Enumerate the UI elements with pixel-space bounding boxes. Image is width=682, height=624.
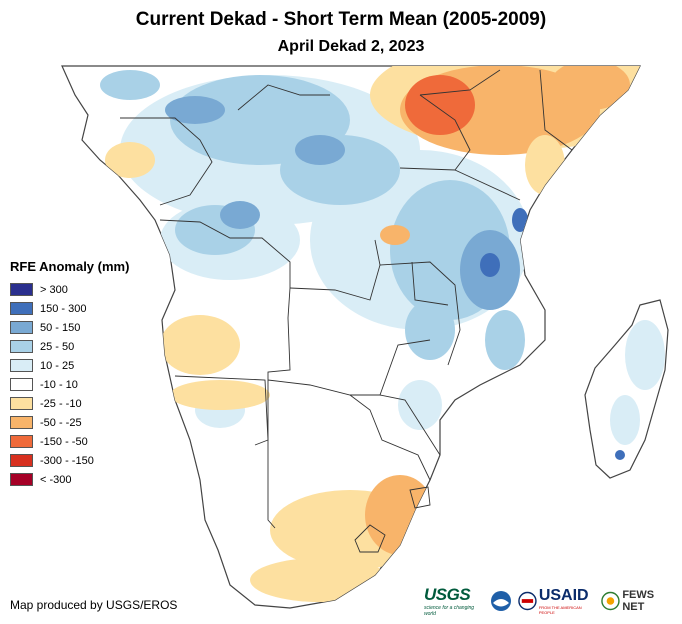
legend-row: -10 - 10 (10, 375, 129, 394)
legend-label: 25 - 50 (40, 340, 75, 353)
anomaly-shading (100, 66, 668, 602)
legend-label: > 300 (40, 283, 68, 296)
map-title: Current Dekad - Short Term Mean (2005-20… (135, 9, 547, 30)
legend-row: 50 - 150 (10, 318, 129, 337)
legend-swatch (10, 283, 33, 296)
legend-row: > 300 (10, 280, 129, 299)
legend-label: -50 - -25 (40, 416, 82, 429)
usgs-logo: USGS science for a changing world (424, 585, 484, 617)
legend-swatch (10, 473, 33, 486)
legend-label: < -300 (40, 473, 72, 486)
legend-swatch (10, 454, 33, 467)
usaid-tagline: FROM THE AMERICAN PEOPLE (538, 605, 582, 615)
usaid-logo-text: USAID (538, 587, 589, 604)
legend-label: -300 - -150 (40, 454, 94, 467)
legend-swatch (10, 340, 33, 353)
legend-swatch (10, 321, 33, 334)
legend-label: -10 - 10 (40, 378, 78, 391)
fews-net-logo: FEWS NET (601, 589, 676, 613)
usgs-logo-text: USGS (424, 585, 471, 604)
usaid-logo: USAID FROM THE AMERICAN PEOPLE (518, 587, 596, 615)
legend-row: -50 - -25 (10, 413, 129, 432)
legend-title: RFE Anomaly (mm) (10, 259, 130, 274)
legend-classes: > 300 150 - 300 50 - 150 25 - 50 10 - 25 -10 … (10, 280, 129, 489)
legend: RFE Anomaly (mm) > 300 150 - 300 50 - 150 2… (10, 259, 129, 489)
legend-swatch (10, 302, 33, 315)
legend-label: 50 - 150 (40, 321, 81, 334)
legend-row: -300 - -150 (10, 451, 129, 470)
legend-row: -25 - -10 (10, 394, 129, 413)
legend-row: 25 - 50 (10, 337, 129, 356)
fews-net-globe-icon (601, 591, 621, 611)
country-borders (120, 69, 573, 553)
legend-label: 10 - 25 (40, 359, 75, 372)
legend-swatch (10, 416, 33, 429)
legend-label: 150 - 300 (40, 302, 87, 315)
agency-logos: USGS science for a changing world USAID … (424, 585, 682, 617)
noaa-emblem-icon (490, 591, 511, 611)
legend-label: -150 - -50 (40, 435, 88, 448)
legend-swatch (10, 359, 33, 372)
map-subtitle: April Dekad 2, 2023 (277, 38, 425, 55)
legend-swatch (10, 435, 33, 448)
usgs-tagline: science for a changing world (424, 605, 475, 617)
legend-swatch (10, 378, 33, 391)
usaid-seal-icon (518, 591, 537, 611)
legend-row: 10 - 25 (10, 356, 129, 375)
legend-row: 150 - 300 (10, 299, 129, 318)
map-credit: Map produced by USGS/EROS (10, 598, 178, 612)
legend-label: -25 - -10 (40, 397, 82, 410)
fews-net-text: FEWS NET (622, 589, 655, 613)
legend-row: -150 - -50 (10, 432, 129, 451)
legend-row: < -300 (10, 470, 129, 489)
noaa-logo (490, 590, 512, 612)
legend-swatch (10, 397, 33, 410)
